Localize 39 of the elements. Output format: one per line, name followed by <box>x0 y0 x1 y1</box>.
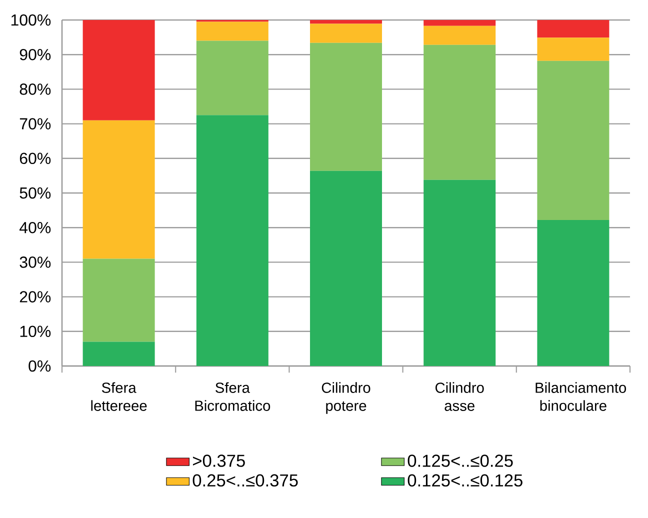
y-tick-label: 70% <box>20 118 51 130</box>
bar <box>82 20 155 120</box>
y-tick-label: 90% <box>20 48 51 60</box>
legend-label: >0.375 <box>192 454 245 467</box>
bar <box>196 40 268 116</box>
bar <box>424 44 496 180</box>
y-tick-label: 80% <box>20 84 51 95</box>
bar <box>82 258 155 342</box>
bar <box>424 20 496 26</box>
bar <box>196 115 268 366</box>
bar <box>310 20 382 24</box>
x-tick-label: Sfera Bicromatico <box>195 382 270 411</box>
y-tick-label: 0% <box>28 360 51 372</box>
bar <box>310 42 382 171</box>
bar <box>537 20 610 38</box>
bar <box>310 170 382 366</box>
bar <box>424 26 496 45</box>
x-tick-label: Cilindro potere <box>322 382 370 414</box>
bar <box>424 180 496 366</box>
y-tick-label: 60% <box>20 152 51 164</box>
x-tick-label: Bilanciamento binoculare <box>536 382 626 411</box>
bar <box>537 38 610 61</box>
legend-label: 0.125<..≤0.25 <box>408 454 513 467</box>
bar <box>196 22 268 41</box>
y-tick-label: 40% <box>20 222 51 234</box>
y-tick-label: 20% <box>20 291 51 302</box>
y-tick-label: 10% <box>20 326 51 338</box>
y-tick-label: 100% <box>11 14 51 26</box>
legend-label: 0.125<..≤0.125 <box>408 474 522 487</box>
bar <box>537 220 610 366</box>
y-tick-label: 50% <box>20 187 51 199</box>
bar <box>82 342 155 366</box>
x-tick-label: Sfera lettereee <box>91 382 147 411</box>
bar <box>82 120 155 259</box>
bar <box>310 24 382 43</box>
legend-label: 0.25<..≤0.375 <box>192 474 298 487</box>
x-tick-label: Cilindro asse <box>435 382 484 411</box>
y-tick-label: 30% <box>20 256 51 268</box>
bar <box>537 60 610 220</box>
